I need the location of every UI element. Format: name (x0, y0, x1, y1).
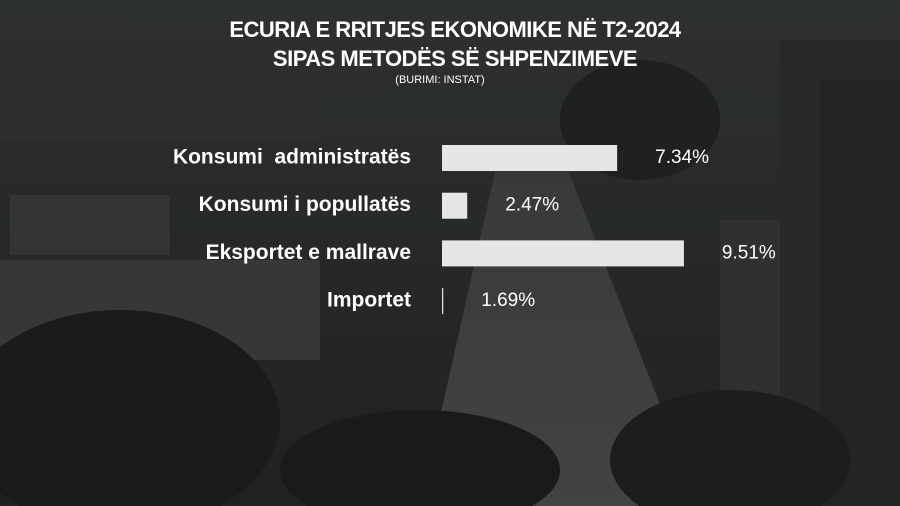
bar (442, 145, 618, 171)
value-label: 9.51% (722, 242, 776, 263)
value-label: 2.47% (505, 195, 559, 216)
bar (442, 240, 684, 267)
chart-subtitle: SIPAS METODËS SË SHPENZIMEVE (273, 46, 637, 71)
value-label: 7.34% (655, 147, 709, 168)
source: (BURIMI: INSTAT) (395, 74, 484, 86)
category-label: Importet (327, 289, 411, 312)
category-label: Eksportet e mallrave (206, 241, 411, 264)
bar (442, 288, 444, 315)
category-label: Konsumi i popullatës (199, 193, 411, 216)
value-label: 1.69% (481, 290, 535, 311)
category-label: Konsumi administratës (173, 146, 411, 169)
bar (442, 192, 468, 219)
chart-title: ECURIA E RRITJES EKONOMIKE NË T2-2024 (229, 17, 682, 42)
